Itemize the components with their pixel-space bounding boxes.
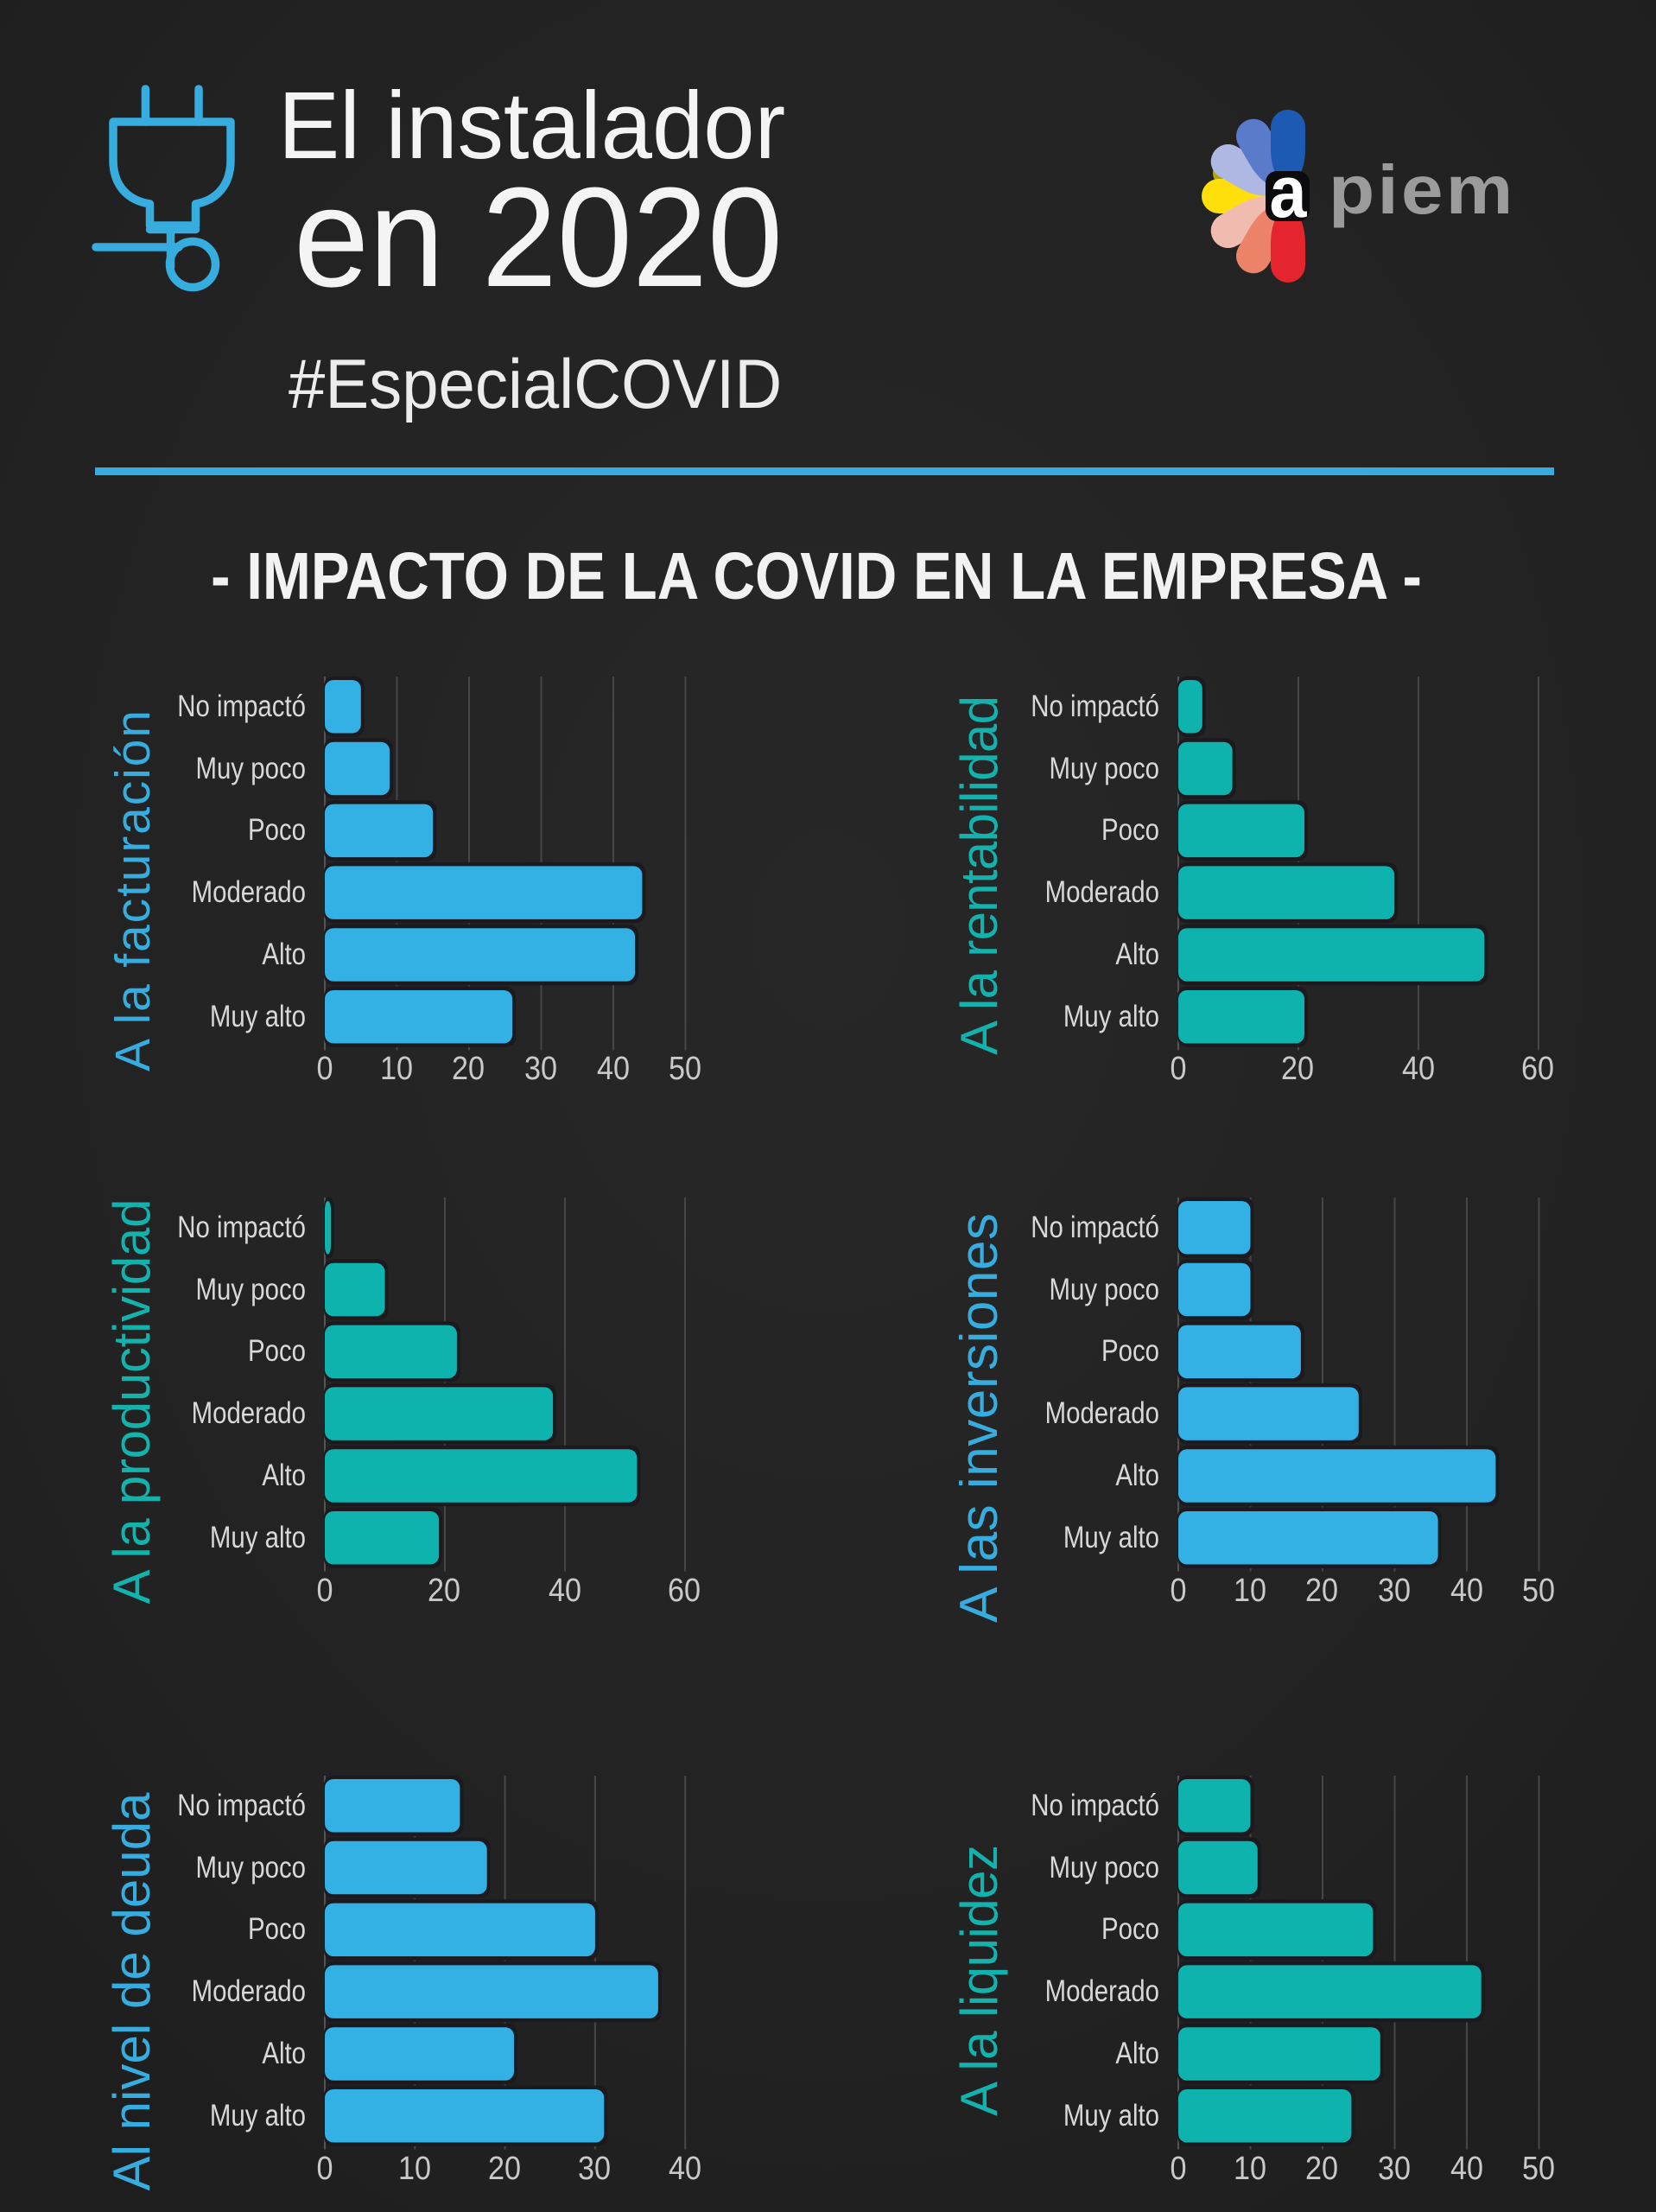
svg-text:A las inversiones: A las inversiones (959, 1213, 1009, 1623)
svg-text:A la rentabilidad: A la rentabilidad (959, 696, 1008, 1055)
svg-text:Al nivel de deuda: Al nivel de deuda (111, 1792, 161, 2191)
svg-text:A la facturación: A la facturación (111, 710, 161, 1071)
svg-text:A la liquidez: A la liquidez (959, 1845, 1008, 2116)
svg-text:A la productividad: A la productividad (111, 1199, 161, 1605)
